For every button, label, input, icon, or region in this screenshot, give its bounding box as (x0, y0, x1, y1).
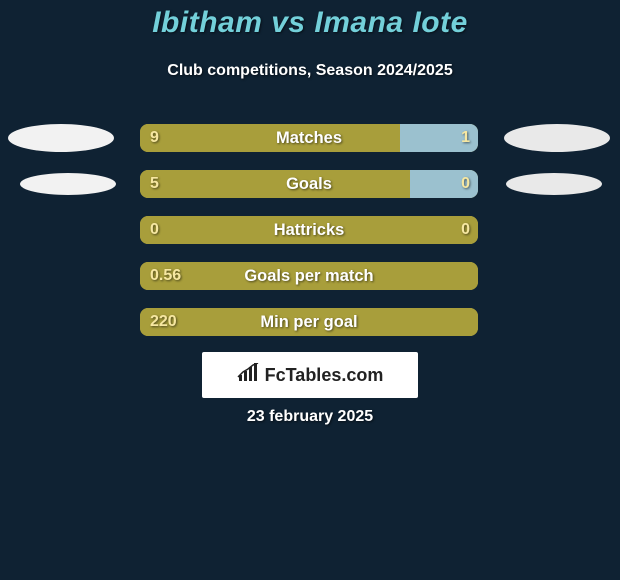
stat-row: Hattricks0 0 (0, 216, 620, 244)
page-subtitle: Club competitions, Season 2024/2025 (0, 62, 620, 80)
team-logo-right (504, 124, 610, 152)
comparison-infographic: Ibitham vs Imana Iote Club competitions,… (0, 0, 620, 580)
stat-row: Min per goal220 (0, 308, 620, 336)
brand-badge: FcTables.com (202, 352, 418, 398)
stat-label: Hattricks (140, 216, 478, 244)
stat-label: Goals (140, 170, 478, 198)
team-logo-right (506, 173, 602, 195)
stat-value-right: 0 (461, 216, 470, 244)
stat-value-left: 0 (150, 216, 159, 244)
stat-value-right: 0 (461, 170, 470, 198)
date-text: 23 february 2025 (0, 408, 620, 426)
stat-rows: Matches91Goals50Hattricks00Goals per mat… (0, 124, 620, 354)
stat-value-left: 9 (150, 124, 159, 152)
brand-chart-icon (237, 363, 259, 388)
team-logo-left (8, 124, 114, 152)
stat-row: Goals5 0 (0, 170, 620, 198)
stat-label: Matches (140, 124, 478, 152)
stat-label: Min per goal (140, 308, 478, 336)
stat-value-left: 220 (150, 308, 177, 336)
stat-value-left: 5 (150, 170, 159, 198)
stat-value-left: 0.56 (150, 262, 181, 290)
page-title: Ibitham vs Imana Iote (0, 6, 620, 40)
stat-row: Goals per match0.56 (0, 262, 620, 290)
stat-row: Matches9 1 (0, 124, 620, 152)
brand-text: FcTables.com (265, 365, 384, 386)
team-logo-left (20, 173, 116, 195)
stat-value-right: 1 (461, 124, 470, 152)
stat-label: Goals per match (140, 262, 478, 290)
